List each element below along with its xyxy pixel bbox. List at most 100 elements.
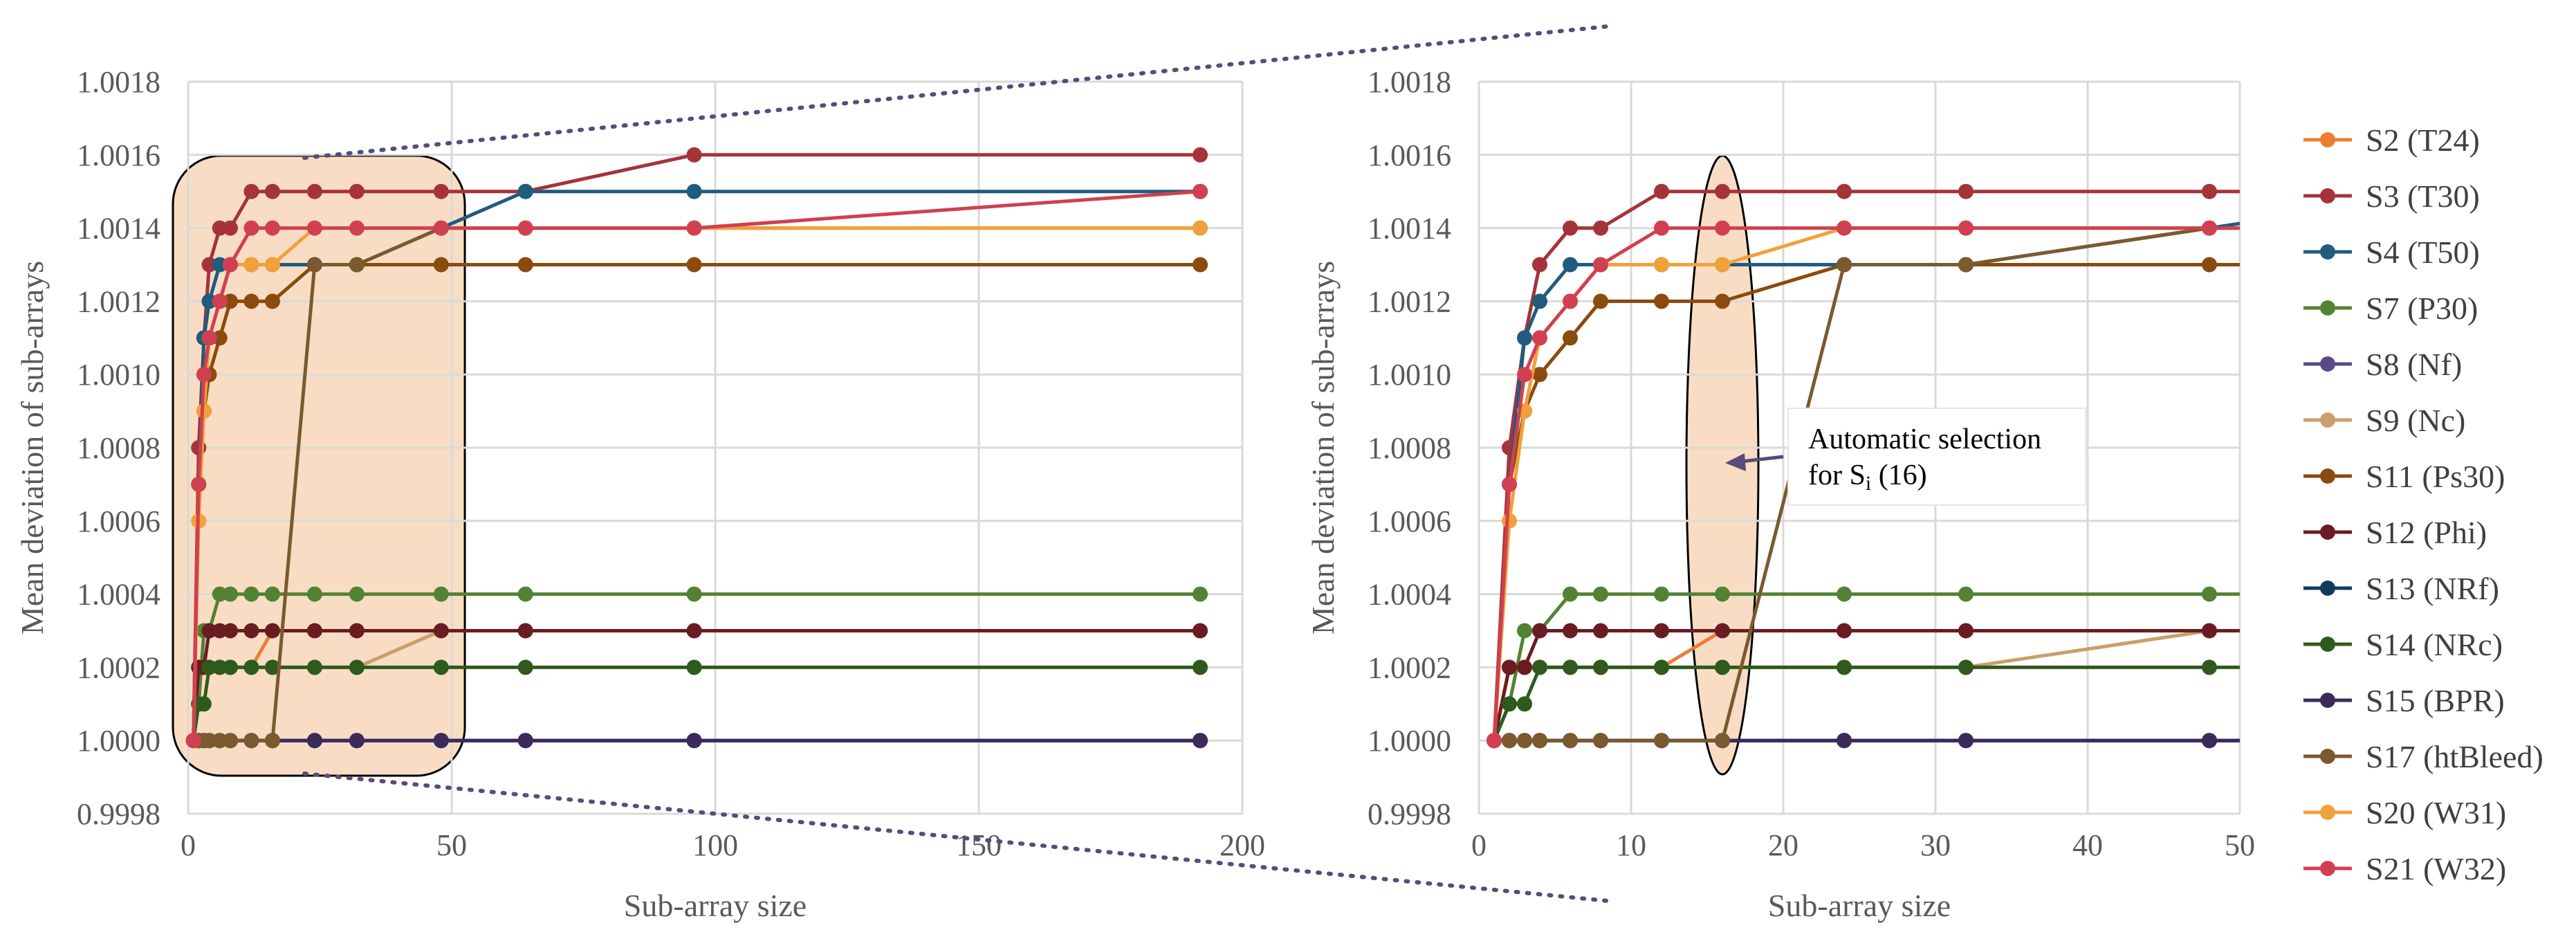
data-point	[1532, 733, 1547, 749]
data-point	[349, 220, 365, 236]
y-tick-label: 1.0006	[77, 504, 160, 538]
y-tick-label: 1.0002	[77, 650, 160, 684]
data-point	[1502, 659, 1517, 675]
legend-item: S2 (T24)	[2303, 122, 2480, 158]
data-point	[433, 623, 449, 639]
data-point	[2202, 183, 2217, 199]
legend-label: S7 (P30)	[2366, 291, 2478, 326]
legend-label: S2 (T24)	[2366, 122, 2480, 158]
legend-item: S11 (Ps30)	[2303, 459, 2505, 494]
legend-label: S9 (Nc)	[2366, 403, 2465, 438]
data-point	[433, 183, 449, 199]
data-point	[433, 257, 449, 273]
data-point	[222, 586, 238, 602]
data-point	[517, 733, 533, 749]
data-point	[686, 183, 702, 199]
data-point	[222, 220, 238, 236]
data-point	[433, 220, 449, 236]
data-point	[686, 623, 702, 639]
series-s21	[185, 183, 1208, 749]
data-point	[1502, 733, 1517, 749]
data-point	[1715, 257, 1730, 273]
x-tick-label: 10	[1616, 828, 1646, 862]
data-point	[243, 220, 259, 236]
legend-swatch-marker	[2320, 356, 2335, 372]
data-point	[517, 257, 533, 273]
data-point	[433, 659, 449, 675]
data-point	[1563, 733, 1578, 749]
data-point	[1593, 586, 1608, 602]
series-s21	[1487, 220, 2240, 749]
data-point	[1958, 733, 1974, 749]
data-point	[1654, 733, 1669, 749]
data-point	[201, 659, 217, 675]
data-point	[1654, 586, 1669, 602]
data-point	[1502, 513, 1517, 529]
data-point	[243, 733, 259, 749]
data-point	[1593, 293, 1608, 309]
data-point	[1654, 659, 1669, 675]
legend-item: S14 (NRc)	[2303, 627, 2503, 662]
data-point	[1654, 623, 1669, 639]
legend-item: S4 (T50)	[2303, 235, 2480, 270]
data-point	[1517, 733, 1532, 749]
x-tick-label: 30	[1920, 828, 1951, 862]
data-point	[2202, 220, 2217, 236]
x-tick-label: 40	[2072, 828, 2103, 862]
legend-label: S17 (htBleed)	[2366, 739, 2543, 774]
y-axis-title: Mean deviation of sub-arrays	[1305, 261, 1341, 635]
data-point	[1517, 659, 1532, 675]
data-point	[1958, 586, 1974, 602]
data-point	[1654, 220, 1669, 236]
data-point	[2202, 257, 2217, 273]
data-point	[1517, 330, 1532, 346]
data-point	[212, 733, 228, 749]
legend-label: S14 (NRc)	[2366, 627, 2503, 662]
y-tick-label: 1.0010	[1368, 358, 1451, 392]
data-point	[243, 183, 259, 199]
data-point	[1563, 257, 1578, 273]
zoom-region-highlight	[172, 154, 466, 777]
data-point	[264, 659, 280, 675]
y-tick-label: 1.0016	[77, 138, 160, 172]
annotation-line-2: for Si (16)	[1808, 459, 1927, 495]
legend-swatch-marker	[2320, 132, 2335, 147]
legend-swatch-marker	[2320, 749, 2335, 764]
data-point	[349, 623, 365, 639]
data-point	[2202, 586, 2217, 602]
legend-item: S3 (T30)	[2303, 179, 2480, 214]
data-point	[201, 257, 217, 273]
legend-label: S20 (W31)	[2366, 795, 2506, 830]
selection-ellipse	[1685, 154, 1760, 776]
data-point	[686, 257, 702, 273]
data-point	[1715, 623, 1730, 639]
data-point	[212, 293, 228, 309]
data-point	[1958, 257, 1974, 273]
legend-item: S7 (P30)	[2303, 291, 2478, 326]
legend-swatch-marker	[2320, 581, 2335, 596]
data-point	[201, 623, 217, 639]
y-tick-label: 1.0016	[1368, 138, 1451, 172]
data-point	[2202, 623, 2217, 639]
data-point	[1715, 293, 1730, 309]
data-point	[1715, 220, 1730, 236]
data-point	[1532, 330, 1547, 346]
data-point	[222, 257, 238, 273]
data-point	[1593, 623, 1608, 639]
data-point	[1837, 733, 1852, 749]
y-tick-label: 1.0004	[1368, 578, 1451, 612]
legend-swatch-marker	[2320, 188, 2335, 203]
y-tick-label: 1.0000	[1368, 724, 1451, 758]
series-line	[1492, 629, 2240, 741]
data-point	[1563, 623, 1578, 639]
data-point	[349, 257, 365, 273]
data-point	[1517, 696, 1532, 712]
data-point	[306, 586, 322, 602]
y-tick-label: 1.0004	[77, 578, 160, 612]
data-point	[517, 623, 533, 639]
data-point	[1193, 659, 1208, 675]
annotation-prefix: for S	[1808, 459, 1866, 491]
y-tick-label: 0.9998	[1368, 797, 1451, 831]
data-point	[1563, 293, 1578, 309]
data-point	[1837, 257, 1852, 273]
